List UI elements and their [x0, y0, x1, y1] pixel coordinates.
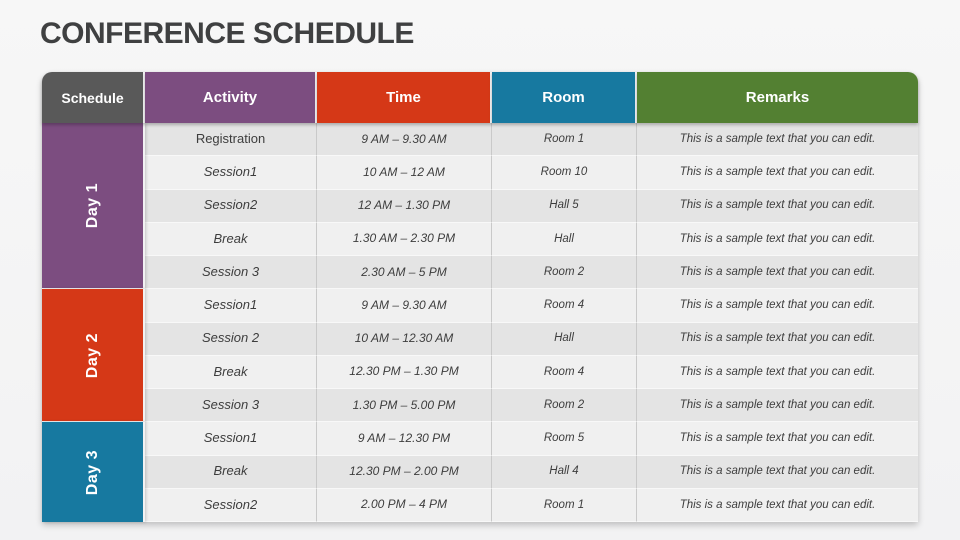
cell-room: Room 4	[492, 289, 637, 323]
cell-time: 12.30 PM – 2.00 PM	[317, 455, 492, 489]
cell-time: 9 AM – 9.30 AM	[317, 289, 492, 323]
cell-room: Hall	[492, 222, 637, 256]
cell-activity: Session2	[145, 189, 317, 223]
page-title: CONFERENCE SCHEDULE	[40, 17, 414, 50]
cell-activity: Session 2	[145, 322, 317, 356]
cell-time: 10 AM – 12.30 AM	[317, 322, 492, 356]
day-1-label: Day 1	[42, 123, 145, 290]
cell-remark: This is a sample text that you can edit.	[637, 488, 918, 522]
day-label-text: Day 3	[83, 449, 101, 495]
cell-activity: Session1	[145, 422, 317, 456]
cell-room: Hall	[492, 322, 637, 356]
header-time: Time	[317, 72, 492, 123]
cell-room: Hall 5	[492, 189, 637, 223]
cell-time: 9 AM – 12.30 PM	[317, 422, 492, 456]
day-2-label: Day 2	[42, 289, 145, 423]
cell-remark: This is a sample text that you can edit.	[637, 355, 918, 389]
cell-remark: This is a sample text that you can edit.	[637, 156, 918, 190]
cell-activity: Session2	[145, 488, 317, 522]
cell-activity: Registration	[145, 123, 317, 157]
cell-activity: Session1	[145, 289, 317, 323]
cell-room: Hall 4	[492, 455, 637, 489]
day-label-text: Day 1	[83, 183, 101, 229]
header-room: Room	[492, 72, 637, 123]
cell-room: Room 2	[492, 389, 637, 423]
header-schedule: Schedule	[42, 72, 145, 123]
cell-room: Room 1	[492, 488, 637, 522]
cell-time: 2.30 AM – 5 PM	[317, 256, 492, 290]
day-label-text: Day 2	[83, 332, 101, 378]
cell-activity: Session1	[145, 156, 317, 190]
cell-time: 12.30 PM – 1.30 PM	[317, 355, 492, 389]
cell-time: 1.30 AM – 2.30 PM	[317, 222, 492, 256]
day-3-label: Day 3	[42, 422, 145, 522]
cell-time: 1.30 PM – 5.00 PM	[317, 389, 492, 423]
cell-remark: This is a sample text that you can edit.	[637, 256, 918, 290]
cell-room: Room 4	[492, 355, 637, 389]
cell-time: 9 AM – 9.30 AM	[317, 123, 492, 157]
cell-activity: Break	[145, 355, 317, 389]
cell-remark: This is a sample text that you can edit.	[637, 322, 918, 356]
cell-room: Room 2	[492, 256, 637, 290]
conference-schedule-table: Schedule Activity Time Room Remarks Day …	[42, 72, 918, 522]
cell-activity: Session 3	[145, 256, 317, 290]
cell-remark: This is a sample text that you can edit.	[637, 422, 918, 456]
cell-room: Room 10	[492, 156, 637, 190]
cell-remark: This is a sample text that you can edit.	[637, 455, 918, 489]
cell-time: 12 AM – 1.30 PM	[317, 189, 492, 223]
cell-remark: This is a sample text that you can edit.	[637, 189, 918, 223]
cell-room: Room 1	[492, 123, 637, 157]
cell-activity: Break	[145, 455, 317, 489]
cell-time: 2.00 PM – 4 PM	[317, 488, 492, 522]
cell-room: Room 5	[492, 422, 637, 456]
cell-remark: This is a sample text that you can edit.	[637, 289, 918, 323]
header-activity: Activity	[145, 72, 317, 123]
cell-remark: This is a sample text that you can edit.	[637, 222, 918, 256]
cell-remark: This is a sample text that you can edit.	[637, 389, 918, 423]
cell-activity: Break	[145, 222, 317, 256]
cell-activity: Session 3	[145, 389, 317, 423]
cell-time: 10 AM – 12 AM	[317, 156, 492, 190]
cell-remark: This is a sample text that you can edit.	[637, 123, 918, 157]
header-remarks: Remarks	[637, 72, 918, 123]
